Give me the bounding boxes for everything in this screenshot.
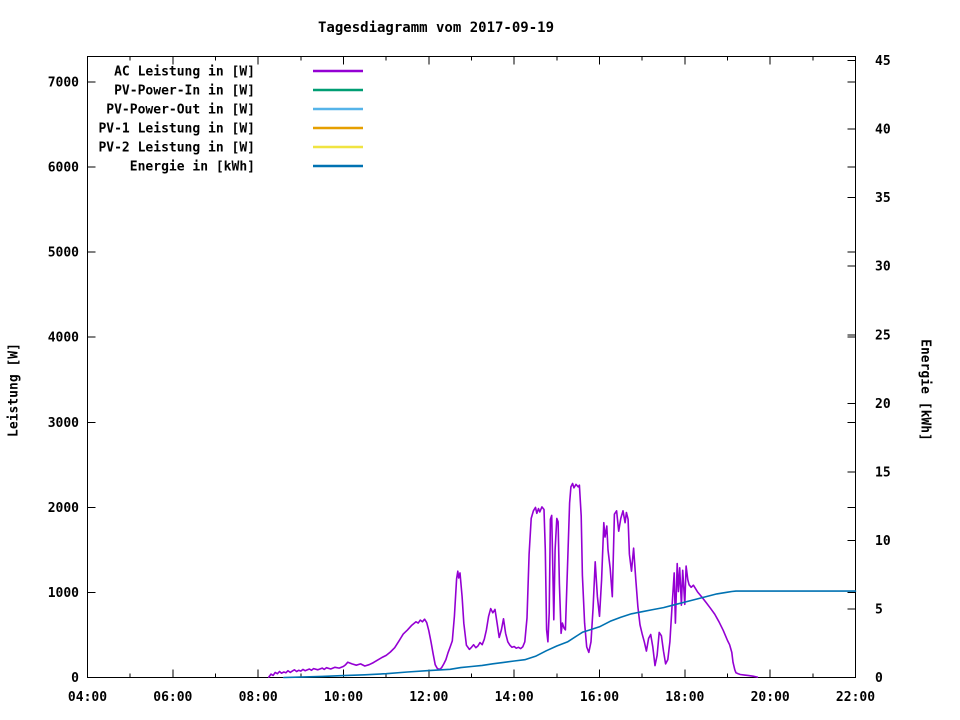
svg-text:40: 40	[875, 123, 891, 138]
svg-text:20: 20	[875, 397, 891, 412]
y-axis-label-leistung: Leistung [W]	[6, 343, 22, 437]
svg-text:10:00: 10:00	[324, 690, 363, 705]
series-ac-leistung-in-w	[267, 482, 759, 678]
svg-text:30: 30	[875, 260, 891, 275]
legend-label: PV-1 Leistung in [W]	[98, 122, 255, 137]
legend-label: AC Leistung in [W]	[114, 65, 255, 80]
svg-text:22:00: 22:00	[836, 690, 875, 705]
svg-text:15: 15	[875, 465, 891, 480]
legend-label: PV-Power-Out in [W]	[106, 103, 255, 118]
svg-text:18:00: 18:00	[665, 690, 704, 705]
svg-text:25: 25	[875, 328, 891, 343]
svg-text:45: 45	[875, 54, 891, 69]
svg-text:20:00: 20:00	[751, 690, 790, 705]
svg-text:6000: 6000	[48, 161, 79, 176]
svg-text:04:00: 04:00	[68, 690, 107, 705]
svg-text:16:00: 16:00	[580, 690, 619, 705]
svg-text:4000: 4000	[48, 331, 79, 346]
y-axis-label-energie: Energie [kWh]	[917, 339, 933, 441]
svg-text:12:00: 12:00	[409, 690, 448, 705]
y-right-ticks: 0 5 10 15 20 25 30 35 40 45	[847, 54, 891, 686]
svg-text:7000: 7000	[48, 76, 79, 91]
svg-text:5: 5	[875, 602, 883, 617]
series-energie-in-kwh	[282, 590, 857, 679]
svg-text:1000: 1000	[48, 586, 79, 601]
legend-label: Energie in [kWh]	[130, 160, 255, 175]
legend-label: PV-2 Leistung in [W]	[98, 141, 255, 156]
svg-text:3000: 3000	[48, 416, 79, 431]
svg-text:35: 35	[875, 191, 891, 206]
svg-text:0: 0	[71, 671, 79, 686]
svg-text:0: 0	[875, 671, 883, 686]
legend: AC Leistung in [W] PV-Power-In in [W] PV-P…	[98, 65, 363, 175]
legend-label: PV-Power-In in [W]	[114, 84, 255, 99]
svg-text:08:00: 08:00	[239, 690, 278, 705]
x-axis-tick-labels: 04:00 06:00 08:00 10:00 12:00 14:00 16:00 18:00…	[68, 690, 875, 705]
chart-title: Tagesdiagramm vom 2017-09-19	[317, 20, 555, 36]
svg-text:2000: 2000	[48, 501, 79, 516]
svg-text:5000: 5000	[48, 246, 79, 261]
svg-text:06:00: 06:00	[153, 690, 192, 705]
y-left-ticks: 0 1000 2000 3000 4000 5000 6000 7000	[48, 76, 856, 686]
svg-text:14:00: 14:00	[495, 690, 534, 705]
svg-text:10: 10	[875, 534, 891, 549]
